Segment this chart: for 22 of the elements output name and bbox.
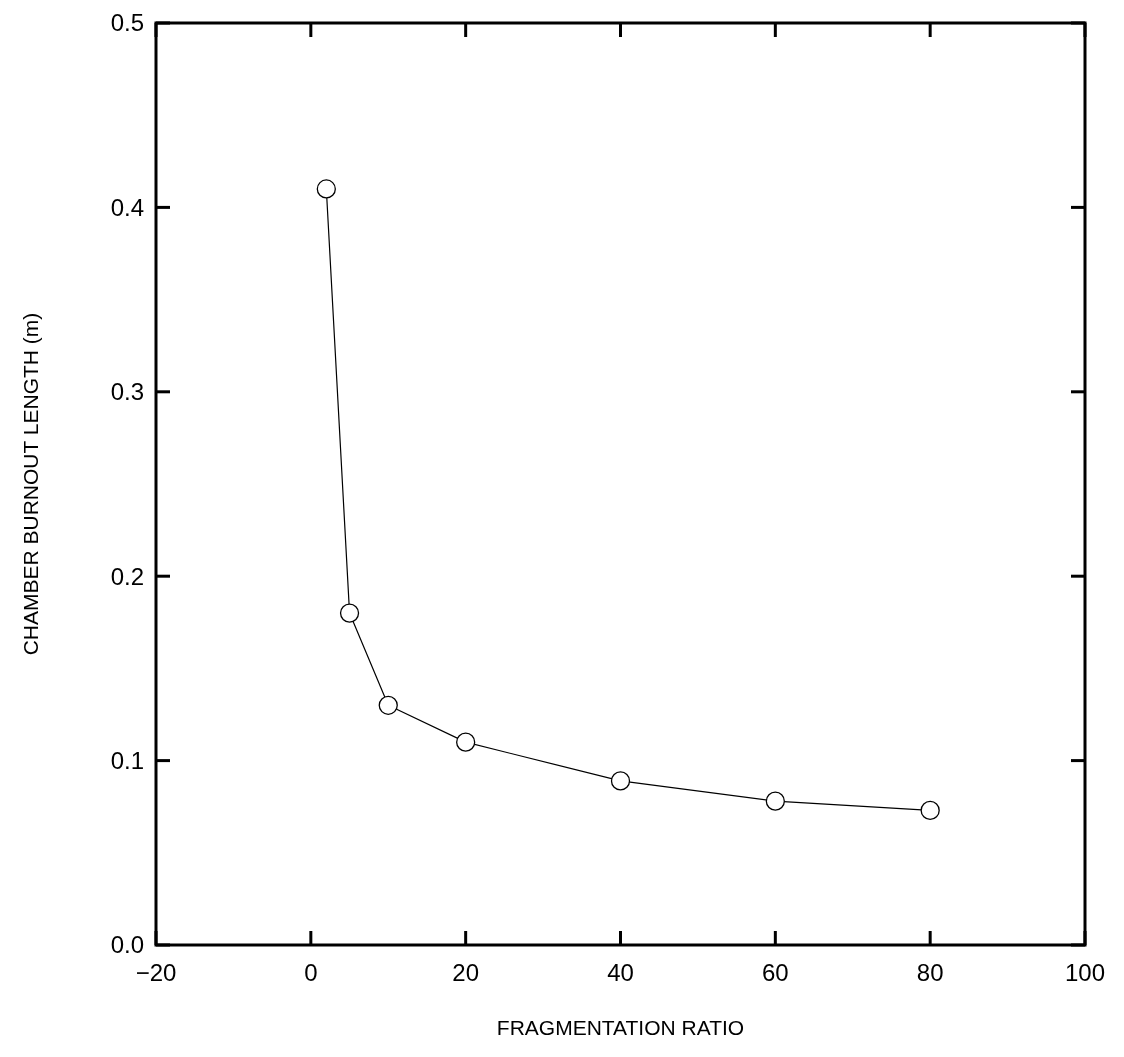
x-tick-label: 60 [761, 959, 789, 986]
x-tick-label: 20 [452, 959, 480, 986]
point [920, 800, 940, 821]
y-axis-title: CHAMBER BURNOUT LENGTH (m) [19, 312, 42, 656]
x-tick-label: 80 [916, 959, 944, 986]
point [316, 179, 336, 199]
y-tick-label: 0.2 [110, 562, 144, 590]
point [339, 603, 360, 623]
y-tick-label: 0.1 [110, 747, 144, 774]
y-tick-label: 0.5 [110, 9, 144, 37]
point [456, 732, 476, 752]
x-axis-title: FRAGMENTATION RATIO [496, 1016, 745, 1039]
point [378, 695, 398, 715]
point [610, 771, 631, 791]
x-tick-label: 0 [304, 959, 318, 986]
point [765, 791, 785, 811]
y-tick-label: 0.0 [110, 931, 144, 959]
x-tick-label: 100 [1064, 959, 1106, 986]
x-tick-label: −20 [135, 959, 177, 986]
y-tick-label: 0.3 [110, 378, 144, 406]
y-tick-label: 0.4 [110, 193, 144, 221]
x-tick-label: 40 [607, 959, 634, 986]
